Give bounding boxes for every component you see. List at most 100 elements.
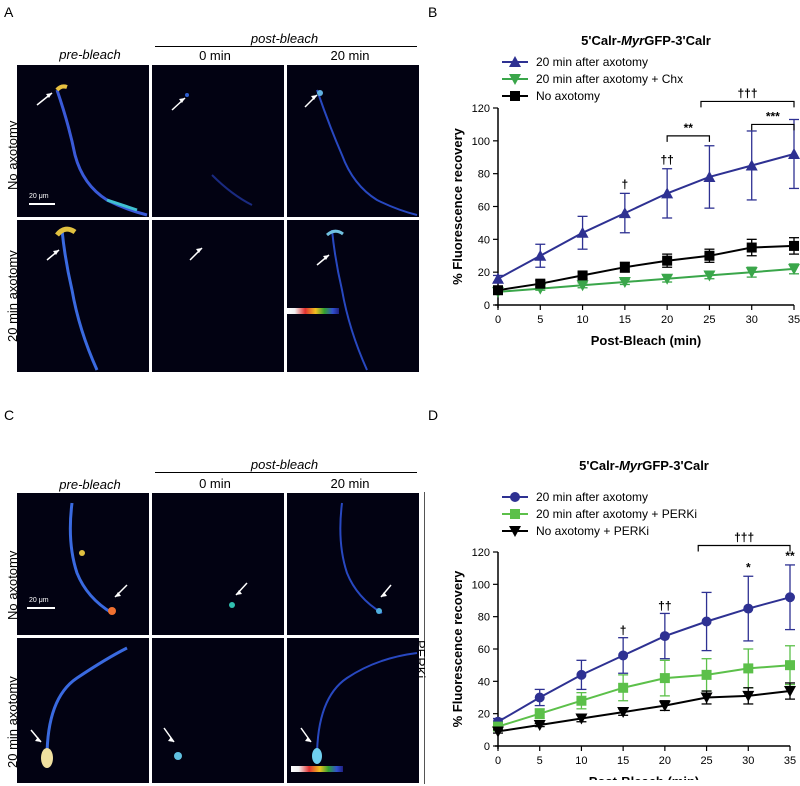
y-tick-label: 20 <box>478 267 490 279</box>
data-point <box>703 270 716 282</box>
scale-bar-label: 20 μm <box>29 193 49 200</box>
series-line <box>497 153 795 280</box>
panel-a-col-0: 0 min <box>199 48 231 63</box>
data-point <box>533 719 546 731</box>
legend-label: 20 min after axotomy <box>536 55 648 69</box>
panel-c-col-post: post-bleach <box>250 457 319 472</box>
image-a-0min-no-axotomy <box>152 65 284 217</box>
data-point <box>577 270 588 281</box>
image-a-20min-20min-axotomy <box>287 220 419 372</box>
scale-bar-label: 20 μm <box>29 597 49 604</box>
x-tick-label: 25 <box>703 314 715 326</box>
panel-c-post-line <box>155 472 417 473</box>
data-point <box>659 673 670 684</box>
chart-title-italic: Myr <box>619 458 643 473</box>
data-point <box>745 159 758 171</box>
significance-mark: † <box>622 177 629 191</box>
y-axis-label: % Fluorescence recovery <box>450 127 465 285</box>
legend-marker <box>510 492 520 502</box>
image-c-20min-20min-axotomy <box>287 638 419 783</box>
chart-d: 5'Calr-MyrGFP-3'Calr 20 min after axotomy… <box>450 458 796 780</box>
significance-bracket <box>666 135 711 142</box>
panel-c-col-20: 20 min <box>330 476 370 491</box>
data-point <box>618 650 629 661</box>
x-tick-label: 5 <box>537 755 543 767</box>
image-a-0min-20min-axotomy <box>152 220 284 372</box>
chart-title-italic: Myr <box>621 33 645 48</box>
significance-bracket <box>697 544 791 552</box>
significance-mark: † <box>620 623 627 637</box>
intensity-colorbar <box>291 766 343 772</box>
data-point <box>576 280 589 292</box>
x-tick-label: 5 <box>537 314 543 326</box>
data-point <box>618 682 629 693</box>
data-point <box>746 242 757 253</box>
data-point <box>704 250 715 261</box>
panel-c-col-0: 0 min <box>199 476 231 491</box>
panel-a-label: A <box>4 4 14 20</box>
y-tick-label: 120 <box>472 547 490 559</box>
panel-a-post-line <box>155 46 417 47</box>
significance-bracket <box>700 100 795 108</box>
x-tick-label: 10 <box>575 755 587 767</box>
image-c-pre-no-axotomy: 20 μm <box>17 493 149 635</box>
legend-label: 20 min after axotomy + Chx <box>536 72 683 86</box>
y-tick-label: 100 <box>472 579 490 591</box>
y-tick-label: 0 <box>484 300 490 312</box>
significance-mark: ** <box>684 121 694 135</box>
data-point <box>575 713 588 725</box>
data-point <box>784 686 796 698</box>
chart-title: 5'Calr-MyrGFP-3'Calr <box>579 458 709 473</box>
y-tick-label: 60 <box>478 644 490 656</box>
significance-bracket <box>751 123 795 131</box>
data-point <box>788 263 800 275</box>
data-point <box>743 663 754 674</box>
data-point <box>492 726 504 738</box>
x-axis-label: Post-Bleach (min) <box>589 774 700 780</box>
x-axis-label: Post-Bleach (min) <box>591 333 702 348</box>
significance-mark: * <box>746 560 751 574</box>
legend-marker <box>509 74 521 85</box>
y-tick-label: 80 <box>478 612 490 624</box>
data-point <box>576 695 587 706</box>
y-tick-label: 20 <box>478 709 490 721</box>
panel-c-label: C <box>4 407 15 423</box>
data-point <box>617 707 630 719</box>
x-tick-label: 15 <box>619 314 631 326</box>
x-tick-label: 0 <box>495 314 501 326</box>
x-tick-label: 20 <box>659 755 671 767</box>
intensity-colorbar <box>287 308 339 314</box>
y-axis-label: % Fluorescence recovery <box>450 570 465 728</box>
data-point <box>743 603 754 614</box>
data-point <box>576 226 589 238</box>
perki-divider <box>424 492 425 784</box>
chart-b: 5'Calr-MyrGFP-3'Calr 20 min after axotomy… <box>450 33 800 348</box>
data-point <box>661 273 674 285</box>
significance-mark: †† <box>658 599 671 613</box>
legend-label: No axotomy + PERKi <box>536 524 649 538</box>
legend-marker <box>510 91 520 101</box>
data-point <box>700 692 713 704</box>
series-line <box>497 690 791 733</box>
x-tick-label: 35 <box>788 314 800 326</box>
significance-mark: ††† <box>734 531 754 545</box>
data-point <box>789 240 799 251</box>
data-point <box>661 187 674 199</box>
data-point <box>788 147 800 159</box>
data-point <box>659 631 670 642</box>
significance-mark: *** <box>766 109 780 123</box>
legend-label: 20 min after axotomy <box>536 490 648 504</box>
data-point <box>619 262 630 273</box>
data-point <box>785 592 795 603</box>
image-c-0min-no-axotomy <box>152 493 284 635</box>
data-point <box>493 285 503 296</box>
data-point <box>662 255 673 266</box>
x-tick-label: 30 <box>746 314 758 326</box>
image-a-pre-no-axotomy: 20 μm <box>17 65 149 217</box>
x-tick-label: 10 <box>576 314 588 326</box>
series-line <box>497 596 791 723</box>
panel-c-col-pre: pre-bleach <box>59 477 121 492</box>
image-a-20min-no-axotomy <box>287 65 419 217</box>
significance-mark: ** <box>785 549 795 563</box>
y-tick-label: 60 <box>478 202 490 214</box>
